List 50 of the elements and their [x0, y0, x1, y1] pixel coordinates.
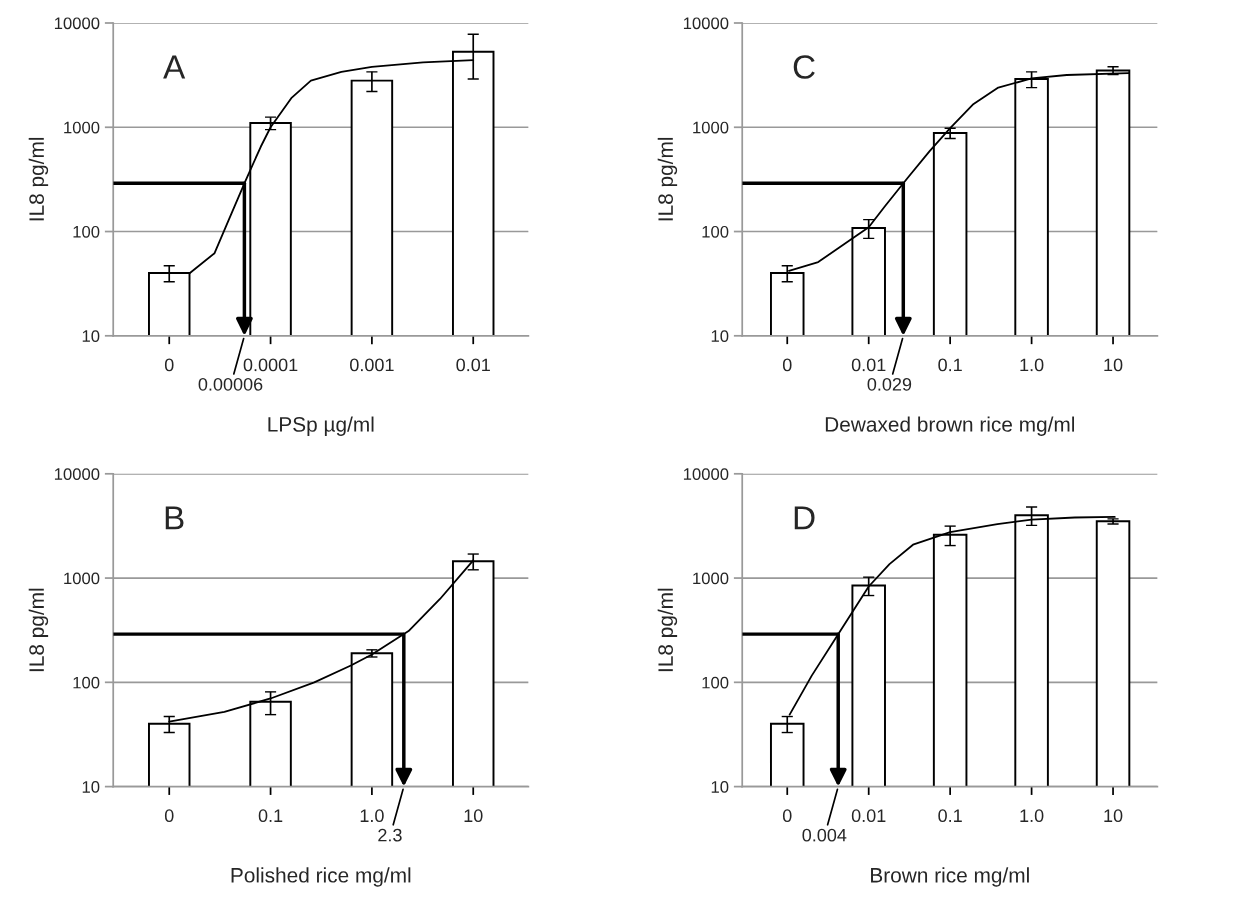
y-tick-label: 100 — [702, 225, 729, 238]
y-axis-title: IL8 pg/ml — [657, 588, 678, 672]
y-tick-label: 1000 — [693, 572, 729, 585]
x-tick-label: 0.1 — [938, 809, 962, 823]
x-tick-label: 0 — [782, 809, 792, 823]
text: B — [165, 506, 184, 530]
x-tick-label: 0.01 — [851, 809, 886, 823]
x-tick-label: 0 — [164, 809, 174, 823]
text: 0.00006 — [198, 377, 263, 391]
text: A — [163, 55, 186, 79]
text: 0.029 — [867, 377, 912, 391]
y-tick-label: 100 — [73, 225, 100, 238]
x-tick-label: 0.001 — [350, 358, 394, 372]
y-tick-label: 10000 — [683, 468, 729, 480]
text: D — [794, 506, 815, 530]
x-tick-label: 0.01 — [851, 358, 886, 372]
x-tick-label: 0 — [164, 358, 174, 372]
y-tick-label: 1000 — [64, 572, 100, 585]
y-tick-label: 100 — [73, 676, 100, 689]
x-axis-title: Polished rice mg/ml — [231, 867, 411, 887]
x-axis-title: Dewaxed brown rice mg/ml — [825, 416, 1075, 436]
y-tick-label: 10 — [711, 781, 729, 793]
x-tick-label: 10 — [464, 809, 483, 823]
text: C — [793, 55, 815, 79]
x-tick-label: 10 — [1104, 358, 1123, 372]
y-tick-label: 10000 — [54, 468, 100, 480]
x-tick-label: 0.1 — [258, 809, 283, 823]
x-tick-label: 10 — [1104, 809, 1123, 823]
x-tick-label: 1.0 — [360, 809, 384, 823]
text: 2.3 — [378, 828, 402, 842]
x-axis-title: LPSp µg/ml — [268, 416, 374, 436]
y-tick-label: 10 — [82, 781, 100, 793]
x-tick-label: 0.1 — [938, 358, 962, 372]
text: 0.004 — [802, 828, 847, 842]
y-tick-label: 1000 — [693, 121, 729, 134]
y-tick-label: 100 — [702, 676, 729, 689]
y-tick-label: 10 — [711, 330, 729, 342]
x-tick-label: 1.0 — [1020, 358, 1044, 372]
y-axis-title: IL8 pg/ml — [28, 588, 49, 672]
y-axis-title: IL8 pg/ml — [28, 137, 49, 221]
x-tick-label: 0.01 — [456, 358, 490, 372]
y-tick-label: 10000 — [54, 17, 100, 30]
x-axis-title: Brown rice mg/ml — [871, 867, 1029, 887]
x-tick-label: 1.0 — [1020, 809, 1044, 823]
y-tick-label: 10000 — [683, 17, 729, 30]
y-tick-label: 1000 — [64, 121, 100, 134]
y-axis-title: IL8 pg/ml — [657, 137, 678, 221]
y-tick-label: 10 — [82, 330, 100, 342]
x-tick-label: 0.0001 — [243, 358, 298, 372]
x-tick-label: 0 — [782, 358, 792, 372]
